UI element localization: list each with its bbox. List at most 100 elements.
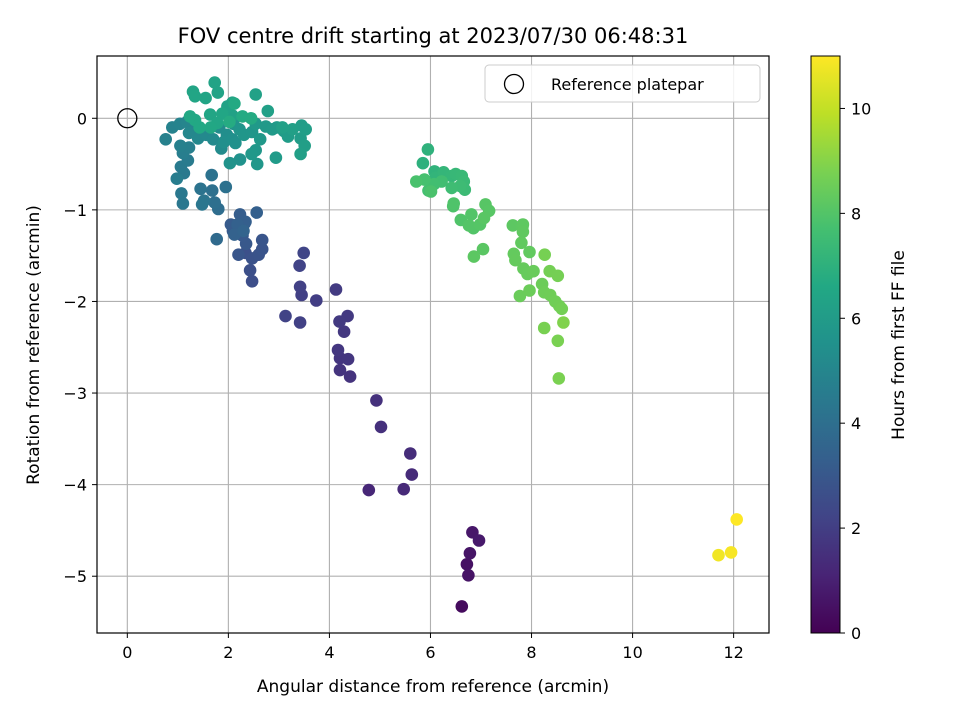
colorbar-tick-label: 10: [851, 99, 871, 118]
y-tick-label: −3: [63, 384, 87, 403]
data-point: [255, 242, 269, 256]
data-point: [223, 156, 237, 170]
data-point: [188, 90, 202, 103]
colorbar-ticks: 0 2 4 6 8 10: [840, 99, 871, 643]
data-point: [219, 180, 233, 194]
data-point: [513, 289, 527, 303]
data-point: [244, 112, 258, 125]
data-point: [424, 185, 438, 198]
data-point: [329, 283, 343, 296]
y-tick-label: −1: [63, 201, 87, 220]
data-point: [374, 420, 388, 434]
data-point: [506, 219, 520, 232]
data-point: [410, 175, 423, 188]
colorbar-label: Hours from first FF file: [889, 250, 909, 440]
data-point: [203, 108, 217, 121]
y-tick-label: −5: [63, 567, 87, 586]
data-point: [199, 91, 212, 105]
data-point: [194, 182, 207, 196]
data-point: [509, 253, 522, 267]
data-point: [228, 97, 241, 110]
data-point: [523, 284, 536, 297]
chart-title: FOV centre drift starting at 2023/07/30 …: [178, 24, 689, 48]
data-point: [333, 315, 346, 328]
data-point: [286, 123, 299, 136]
colorbar: 0 2 4 6 8 10 Hours from first FF file: [810, 55, 909, 643]
data-point: [370, 394, 383, 407]
data-point: [712, 548, 725, 562]
data-point: [462, 569, 475, 582]
x-tick-label: 0: [122, 643, 132, 662]
data-point: [261, 104, 275, 118]
data-point: [337, 325, 351, 339]
data-point: [245, 275, 259, 288]
data-point: [294, 147, 307, 161]
data-point: [211, 86, 225, 99]
data-point: [476, 242, 490, 256]
legend-label: Reference platepar: [551, 75, 704, 94]
data-point: [462, 219, 476, 232]
reference-platepar-marker: [117, 108, 138, 129]
data-point: [537, 321, 551, 335]
colorbar-tick-label: 4: [851, 414, 861, 433]
data-point: [552, 372, 566, 385]
data-point: [205, 184, 219, 197]
colorbar-tick-label: 0: [851, 624, 861, 643]
plot-frame: [96, 55, 770, 634]
data-point: [293, 259, 306, 273]
data-point: [208, 196, 221, 209]
data-point: [730, 513, 743, 526]
data-point: [170, 172, 184, 185]
data-point: [362, 483, 376, 497]
y-tick-label: −2: [63, 292, 87, 311]
legend: Reference platepar: [484, 64, 761, 103]
x-tick-label: 4: [324, 643, 334, 662]
data-point: [297, 246, 311, 260]
data-point: [416, 156, 430, 170]
data-point: [233, 153, 247, 166]
data-point: [404, 447, 417, 460]
data-point: [477, 211, 491, 225]
data-point: [333, 363, 347, 377]
data-point: [216, 107, 229, 120]
data-point: [175, 187, 188, 200]
data-point: [397, 482, 411, 496]
x-tick-label: 2: [223, 643, 233, 662]
y-tick-label: −4: [63, 476, 87, 495]
data-point: [293, 316, 307, 329]
data-point: [455, 600, 469, 613]
colorbar-tick-label: 8: [851, 204, 861, 223]
data-point: [310, 294, 323, 307]
colorbar-tick-label: 2: [851, 519, 861, 538]
data-point: [551, 269, 565, 283]
data-point: [183, 110, 197, 123]
data-point: [460, 558, 474, 571]
data-point: [555, 302, 569, 316]
data-point: [551, 334, 565, 348]
data-point: [269, 151, 283, 164]
colorbar-gradient: [810, 55, 841, 634]
data-point: [210, 232, 223, 246]
data-point: [465, 208, 478, 221]
data-point: [445, 181, 459, 195]
data-point: [174, 139, 187, 153]
x-tick-label: 6: [425, 643, 435, 662]
data-point: [250, 206, 263, 219]
data-point: [343, 370, 357, 383]
y-axis-ticks: 0 −1 −2 −3 −4 −5: [63, 109, 97, 586]
colorbar-tick-label: 6: [851, 309, 861, 328]
legend-box: [484, 64, 761, 103]
legend-marker-open-circle: [503, 73, 525, 95]
data-point: [195, 198, 209, 211]
data-points: [117, 76, 743, 613]
data-point: [447, 197, 461, 210]
data-point: [245, 147, 258, 161]
data-point: [159, 133, 172, 146]
x-tick-label: 10: [622, 643, 642, 662]
data-point: [229, 136, 242, 150]
y-tick-label: 0: [77, 109, 87, 128]
data-point: [516, 225, 530, 239]
data-point: [208, 76, 221, 89]
data-point: [557, 316, 570, 329]
data-point: [331, 343, 345, 357]
